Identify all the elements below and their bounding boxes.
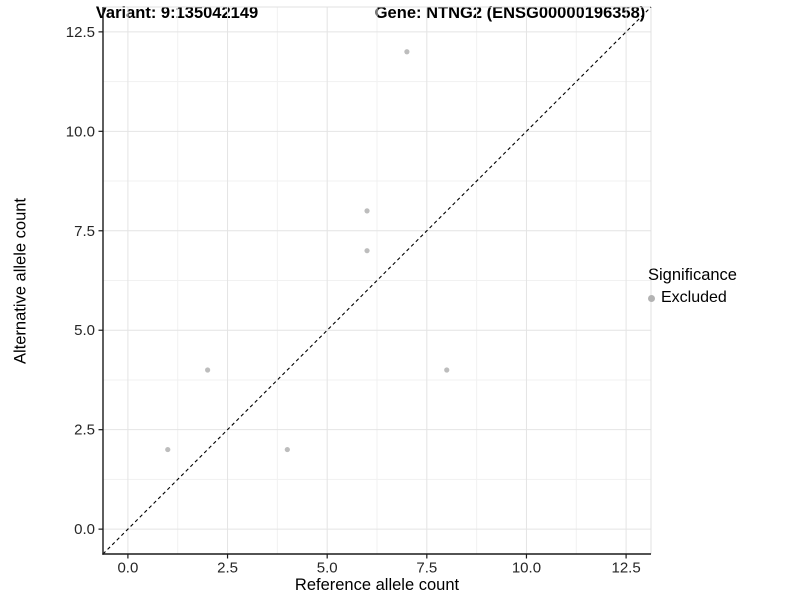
y-axis-title: Alternative allele count <box>11 197 30 365</box>
legend-item-label: Excluded <box>661 289 727 306</box>
x-tick-label: 12.5 <box>611 560 640 577</box>
data-point <box>284 446 290 453</box>
y-tick-label: 12.5 <box>66 24 95 41</box>
y-tick-label: 2.5 <box>74 422 95 439</box>
panel-edges <box>103 6 652 554</box>
x-tick-label: 10.0 <box>512 560 541 577</box>
major-gridlines <box>103 7 651 554</box>
y-tick-labels: 0.0 2.5 5.0 7.5 10.0 12.5 <box>66 24 95 538</box>
x-tick-label: 2.5 <box>217 560 238 577</box>
data-point <box>364 208 370 214</box>
data-points <box>165 49 450 453</box>
axis-lines <box>102 7 651 555</box>
identity-reference-line <box>102 6 652 555</box>
y-tick-label: 10.0 <box>66 123 95 140</box>
x-tick-label: 7.5 <box>416 560 437 577</box>
x-tick-label: 0.0 <box>117 560 138 577</box>
legend-title: Significance <box>648 266 737 284</box>
plot-title-variant: Variant: 9:135042149 <box>95 4 259 22</box>
data-point <box>364 248 370 254</box>
x-tick-label: 5.0 <box>317 560 338 577</box>
legend: Significance Excluded <box>648 266 737 307</box>
tick-marks <box>98 31 627 559</box>
x-tick-labels: 0.0 2.5 5.0 7.5 10.0 12.5 <box>117 560 640 577</box>
data-point <box>404 49 410 55</box>
plot-title-gene: Gene: NTNG2 (ENSG00000196358) <box>374 4 646 22</box>
minor-gridlines <box>103 7 651 554</box>
data-point <box>165 446 171 453</box>
legend-item-excluded: Excluded <box>648 289 737 307</box>
y-tick-label: 0.0 <box>74 521 95 538</box>
y-tick-label: 5.0 <box>74 322 95 339</box>
legend-point-icon <box>648 294 655 302</box>
y-tick-label: 7.5 <box>74 223 95 240</box>
x-axis-title: Reference allele count <box>294 576 460 594</box>
data-point <box>444 367 450 373</box>
data-point <box>205 367 211 373</box>
